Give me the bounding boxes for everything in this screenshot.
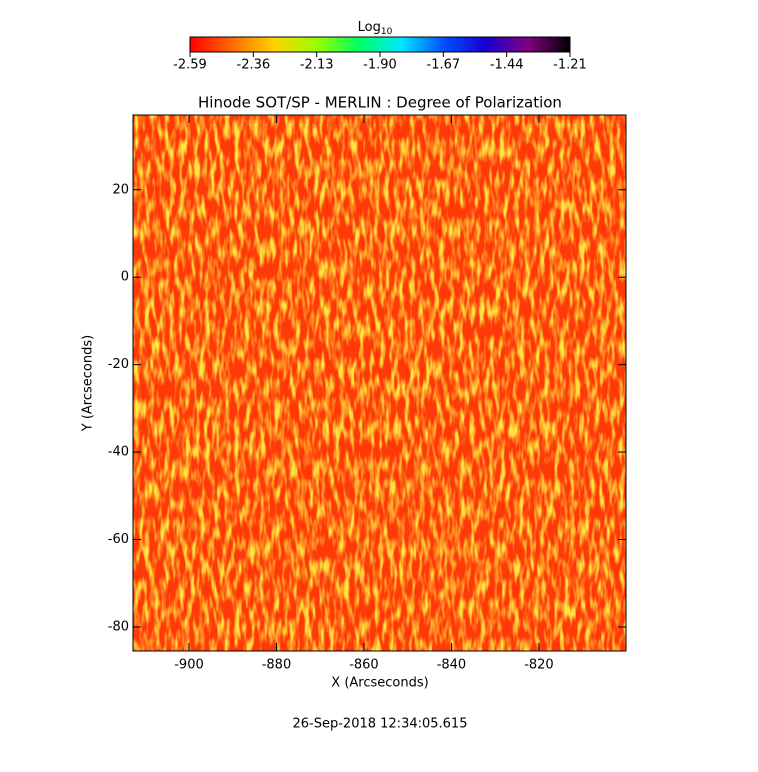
x-tick-label: -900	[174, 658, 204, 673]
colorbar-title-main: Log	[358, 20, 381, 35]
colorbar-tick-label: -1.67	[427, 58, 461, 73]
colorbar-tick-label: -1.21	[553, 58, 587, 73]
y-tick-label: 20	[112, 182, 129, 197]
chart-title: Hinode SOT/SP - MERLIN : Degree of Polar…	[198, 94, 562, 112]
colorbar-tick-label: -1.44	[490, 58, 524, 73]
colorbar-tick-label: -1.90	[363, 58, 397, 73]
image-texture	[133, 115, 626, 651]
colorbar-tick-label: -2.13	[300, 58, 334, 73]
y-tick-label: 0	[121, 270, 129, 285]
x-tick-label: -860	[349, 658, 379, 673]
footer-date: 26-Sep-2018 12:34:05.615	[293, 717, 468, 732]
x-tick-label: -820	[524, 658, 554, 673]
y-axis-label: Y (Arcseconds)	[81, 335, 96, 432]
y-tick-label: -40	[108, 445, 129, 460]
x-axis-label: X (Arcseconds)	[331, 676, 428, 691]
colorbar-tick-label: -2.59	[173, 58, 207, 73]
colorbar-title-sub: 10	[381, 27, 393, 37]
y-tick-label: -80	[108, 619, 129, 634]
y-tick-label: -60	[108, 532, 129, 547]
colorbar-tick-label: -2.36	[237, 58, 271, 73]
x-tick-label: -880	[262, 658, 292, 673]
x-tick-label: -840	[437, 658, 467, 673]
y-tick-label: -20	[108, 357, 129, 372]
colorbar	[189, 36, 571, 53]
plot-frame	[132, 114, 627, 652]
colorbar-title: Log10	[358, 20, 393, 37]
